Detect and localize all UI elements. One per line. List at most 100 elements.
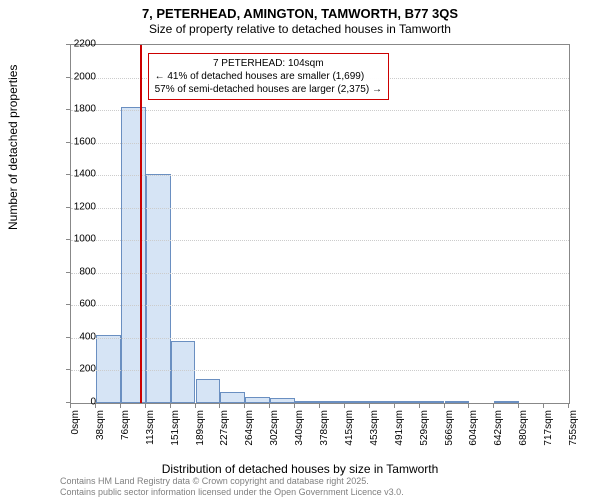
histogram-bar: [345, 401, 370, 403]
y-tick-label: 1800: [66, 104, 96, 115]
grid-line: [71, 305, 569, 306]
x-tick-label: 76sqm: [120, 410, 131, 460]
x-axis-label: Distribution of detached houses by size …: [0, 462, 600, 476]
x-tick-label: 604sqm: [468, 410, 479, 460]
histogram-bar: [171, 341, 196, 403]
grid-line: [71, 175, 569, 176]
x-tick-mark: [219, 404, 220, 408]
x-tick-label: 453sqm: [369, 410, 380, 460]
x-tick-label: 38sqm: [95, 410, 106, 460]
footer-text: Contains HM Land Registry data © Crown c…: [60, 476, 404, 498]
x-tick-mark: [568, 404, 569, 408]
grid-line: [71, 273, 569, 274]
histogram-bar: [295, 401, 320, 403]
x-tick-mark: [394, 404, 395, 408]
x-tick-mark: [319, 404, 320, 408]
grid-line: [71, 370, 569, 371]
x-tick-label: 642sqm: [493, 410, 504, 460]
x-tick-label: 189sqm: [195, 410, 206, 460]
y-tick-mark: [66, 239, 70, 240]
y-tick-mark: [66, 44, 70, 45]
x-tick-label: 264sqm: [244, 410, 255, 460]
y-tick-label: 2200: [66, 39, 96, 50]
histogram-bar: [121, 107, 146, 403]
x-tick-label: 566sqm: [444, 410, 455, 460]
x-tick-label: 415sqm: [344, 410, 355, 460]
y-tick-mark: [66, 77, 70, 78]
x-tick-label: 755sqm: [568, 410, 579, 460]
y-tick-mark: [66, 207, 70, 208]
grid-line: [71, 143, 569, 144]
y-tick-mark: [66, 337, 70, 338]
x-tick-mark: [344, 404, 345, 408]
grid-line: [71, 110, 569, 111]
chart-container: 7, PETERHEAD, AMINGTON, TAMWORTH, B77 3Q…: [0, 0, 600, 500]
x-tick-label: 529sqm: [419, 410, 430, 460]
chart-title-line1: 7, PETERHEAD, AMINGTON, TAMWORTH, B77 3Q…: [0, 6, 600, 21]
x-tick-label: 340sqm: [294, 410, 305, 460]
x-tick-label: 151sqm: [170, 410, 181, 460]
x-tick-mark: [145, 404, 146, 408]
y-tick-label: 1600: [66, 136, 96, 147]
y-axis-label: Number of detached properties: [6, 65, 20, 230]
x-tick-label: 680sqm: [518, 410, 529, 460]
x-tick-label: 302sqm: [269, 410, 280, 460]
annotation-line1: ← 41% of detached houses are smaller (1,…: [155, 70, 382, 83]
x-tick-mark: [269, 404, 270, 408]
y-tick-mark: [66, 402, 70, 403]
y-tick-mark: [66, 304, 70, 305]
histogram-bar: [96, 335, 121, 403]
histogram-bar: [245, 397, 270, 404]
annotation-line2: 57% of semi-detached houses are larger (…: [155, 83, 382, 96]
x-tick-mark: [120, 404, 121, 408]
histogram-bar: [320, 401, 345, 403]
x-tick-mark: [444, 404, 445, 408]
x-tick-label: 717sqm: [543, 410, 554, 460]
x-tick-label: 113sqm: [145, 410, 156, 460]
y-tick-label: 1000: [66, 234, 96, 245]
histogram-bar: [445, 401, 470, 403]
chart-title-line2: Size of property relative to detached ho…: [0, 22, 600, 36]
x-tick-label: 491sqm: [394, 410, 405, 460]
histogram-bar: [370, 401, 395, 403]
x-tick-mark: [70, 404, 71, 408]
y-tick-mark: [66, 109, 70, 110]
histogram-bar: [220, 392, 245, 403]
x-tick-mark: [369, 404, 370, 408]
y-tick-label: 2000: [66, 71, 96, 82]
annotation-box: 7 PETERHEAD: 104sqm ← 41% of detached ho…: [148, 53, 389, 100]
x-tick-mark: [468, 404, 469, 408]
y-tick-label: 1200: [66, 201, 96, 212]
y-tick-mark: [66, 369, 70, 370]
footer-line2: Contains public sector information licen…: [60, 487, 404, 498]
x-tick-mark: [419, 404, 420, 408]
y-tick-label: 600: [66, 299, 96, 310]
y-tick-label: 400: [66, 331, 96, 342]
grid-line: [71, 240, 569, 241]
histogram-bar: [270, 398, 295, 403]
y-tick-mark: [66, 272, 70, 273]
x-tick-mark: [493, 404, 494, 408]
x-tick-mark: [244, 404, 245, 408]
y-tick-mark: [66, 174, 70, 175]
y-tick-label: 800: [66, 266, 96, 277]
y-tick-mark: [66, 142, 70, 143]
x-tick-mark: [170, 404, 171, 408]
grid-line: [71, 338, 569, 339]
x-tick-mark: [543, 404, 544, 408]
x-tick-mark: [95, 404, 96, 408]
plot-area: 7 PETERHEAD: 104sqm ← 41% of detached ho…: [70, 44, 570, 404]
x-tick-label: 378sqm: [319, 410, 330, 460]
x-tick-mark: [518, 404, 519, 408]
x-tick-label: 0sqm: [70, 410, 81, 460]
x-tick-mark: [195, 404, 196, 408]
x-tick-label: 227sqm: [219, 410, 230, 460]
histogram-bar: [196, 379, 221, 403]
x-tick-mark: [294, 404, 295, 408]
histogram-bar: [395, 401, 420, 403]
marker-line: [140, 45, 142, 403]
annotation-title: 7 PETERHEAD: 104sqm: [155, 57, 382, 70]
y-tick-label: 1400: [66, 169, 96, 180]
histogram-bar: [494, 401, 519, 403]
grid-line: [71, 208, 569, 209]
